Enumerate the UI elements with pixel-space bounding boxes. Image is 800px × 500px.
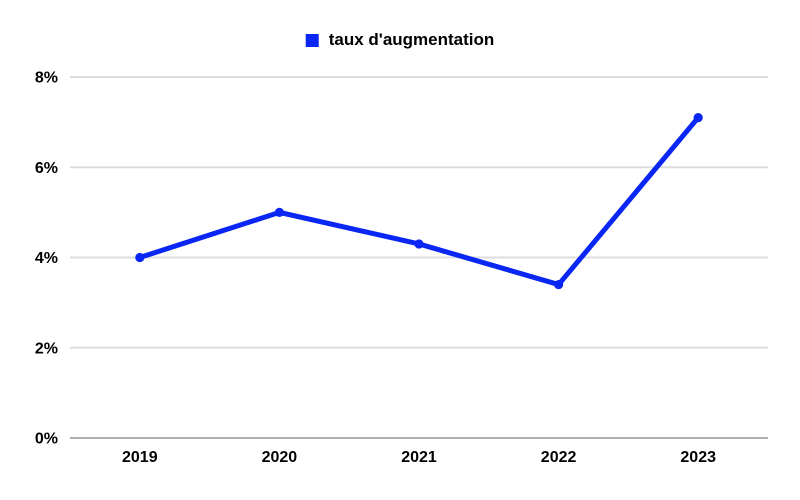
y-tick-label: 0%	[35, 431, 58, 448]
legend: taux d'augmentation	[305, 30, 495, 50]
data-point	[414, 239, 424, 249]
y-tick-label: 8%	[35, 70, 58, 87]
x-tick-label: 2019	[122, 449, 158, 466]
series-line	[137, 115, 701, 288]
x-tick-label: 2022	[541, 449, 577, 466]
data-point	[135, 252, 145, 263]
data-point	[274, 207, 284, 217]
data-point	[554, 279, 564, 290]
x-tick-label: 2021	[401, 449, 437, 466]
y-tick-label: 2%	[35, 340, 58, 357]
x-tick-label: 2020	[262, 449, 298, 466]
y-tick-label: 6%	[35, 160, 58, 177]
legend-label: taux d'augmentation	[328, 30, 495, 49]
x-tick-label: 2023	[680, 449, 716, 466]
y-tick-label: 4%	[35, 250, 58, 267]
legend-swatch	[305, 33, 319, 47]
data-point	[693, 113, 703, 123]
